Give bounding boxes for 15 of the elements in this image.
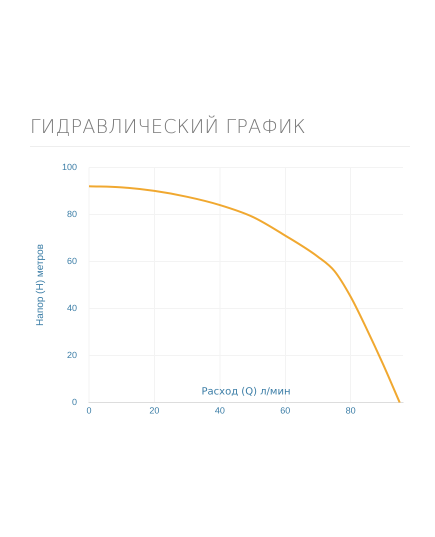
- y-axis-title: Напор (H) метров: [34, 244, 46, 326]
- x-tick-label: 20: [149, 405, 160, 416]
- y-tick-label: 40: [67, 303, 78, 314]
- y-tick-label: 20: [67, 350, 78, 360]
- x-tick-label: 80: [346, 405, 356, 416]
- x-axis-title: Расход (Q) л/мин: [202, 386, 290, 398]
- x-tick-label: 40: [214, 405, 225, 416]
- y-tick-label: 60: [67, 256, 78, 266]
- chart-title: ГИДРАВЛИЧЕСКИЙ ГРАФИК: [30, 116, 410, 147]
- y-tick-label: 0: [72, 397, 78, 408]
- y-tick-label: 100: [62, 162, 78, 172]
- x-tick-label: 60: [280, 405, 290, 416]
- x-tick-label: 0: [86, 405, 92, 416]
- line-series: [89, 185, 401, 403]
- y-tick-label: 80: [67, 208, 78, 219]
